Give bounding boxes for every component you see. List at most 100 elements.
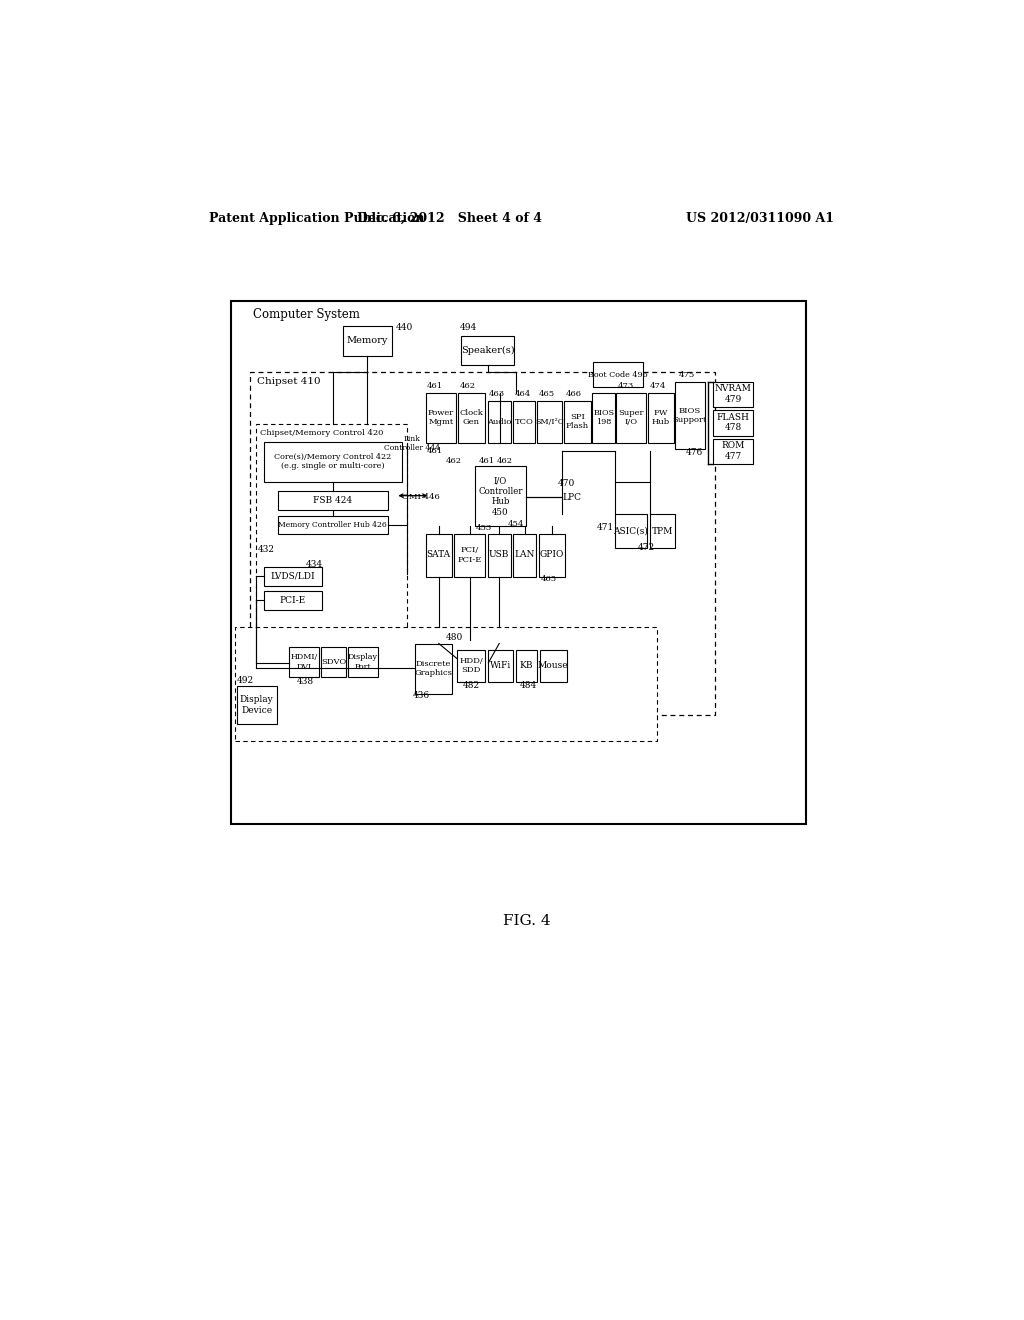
Text: 461: 461 xyxy=(478,457,495,465)
Bar xyxy=(263,591,322,610)
Text: KB: KB xyxy=(519,661,534,671)
Text: 453: 453 xyxy=(475,524,492,532)
Text: Chipset 410: Chipset 410 xyxy=(257,378,321,387)
Bar xyxy=(713,381,754,407)
Bar xyxy=(256,424,407,701)
Bar xyxy=(675,381,705,449)
Text: Mouse: Mouse xyxy=(538,661,568,671)
Text: 465: 465 xyxy=(539,389,555,399)
Bar xyxy=(343,326,391,355)
Text: Dec. 6, 2012   Sheet 4 of 4: Dec. 6, 2012 Sheet 4 of 4 xyxy=(357,213,542,224)
Bar xyxy=(415,644,452,693)
Text: ASIC(s): ASIC(s) xyxy=(613,527,648,536)
Bar xyxy=(648,393,674,444)
Text: PCI-E: PCI-E xyxy=(280,595,305,605)
Text: I/O
Controller
Hub
450: I/O Controller Hub 450 xyxy=(478,477,522,516)
Text: TPM: TPM xyxy=(652,527,674,536)
Bar xyxy=(455,535,485,577)
Text: 476: 476 xyxy=(686,447,703,457)
Text: NVRAM
479: NVRAM 479 xyxy=(715,384,752,404)
Bar xyxy=(426,393,456,444)
Bar xyxy=(614,513,647,548)
Text: Discrete
Graphics: Discrete Graphics xyxy=(415,660,453,677)
Text: Memory Controller Hub 426: Memory Controller Hub 426 xyxy=(279,521,387,529)
Text: USB: USB xyxy=(489,550,509,560)
Text: 461: 461 xyxy=(426,447,442,455)
Text: GPIO: GPIO xyxy=(540,550,564,560)
Text: SATA: SATA xyxy=(427,550,451,560)
Text: 494: 494 xyxy=(460,323,477,333)
Text: OMI 446: OMI 446 xyxy=(402,494,440,502)
Bar xyxy=(564,401,591,444)
Text: 462: 462 xyxy=(460,383,476,391)
Bar xyxy=(513,401,535,444)
Text: Display
Port: Display Port xyxy=(348,653,378,671)
Bar xyxy=(461,335,514,364)
Bar xyxy=(540,649,566,682)
Text: 466: 466 xyxy=(566,389,582,399)
Text: ROM
477: ROM 477 xyxy=(722,441,745,461)
Text: LPC: LPC xyxy=(562,492,581,502)
Bar xyxy=(251,372,716,715)
Bar xyxy=(713,411,754,436)
Text: Link
Controller 444: Link Controller 444 xyxy=(384,434,440,451)
Text: 432: 432 xyxy=(258,545,275,554)
Text: WiFi: WiFi xyxy=(490,661,511,671)
Text: FW
Hub: FW Hub xyxy=(651,409,670,426)
Text: SPI
Flash: SPI Flash xyxy=(566,413,589,430)
Bar xyxy=(475,466,525,527)
Bar xyxy=(488,649,513,682)
Text: 492: 492 xyxy=(237,676,254,685)
Text: Patent Application Publication: Patent Application Publication xyxy=(209,213,425,224)
Text: 462: 462 xyxy=(445,457,462,465)
Bar xyxy=(289,647,318,677)
Text: 472: 472 xyxy=(638,543,655,552)
Text: Power
Mgmt: Power Mgmt xyxy=(428,409,455,426)
Text: 434: 434 xyxy=(306,561,324,569)
Text: Memory: Memory xyxy=(347,337,388,346)
Text: Display
Device: Display Device xyxy=(240,696,273,715)
Text: Boot Code 496: Boot Code 496 xyxy=(588,371,647,379)
Bar xyxy=(515,649,538,682)
Text: Speaker(s): Speaker(s) xyxy=(461,346,514,355)
Bar xyxy=(426,535,452,577)
Text: 475: 475 xyxy=(678,371,694,379)
Bar xyxy=(237,686,276,725)
Text: BIOS
Support: BIOS Support xyxy=(673,407,707,424)
Bar xyxy=(593,363,643,387)
Bar xyxy=(234,627,657,741)
Text: Chipset/Memory Control 420: Chipset/Memory Control 420 xyxy=(260,429,383,437)
Text: BIOS
198: BIOS 198 xyxy=(593,409,614,426)
Text: 471: 471 xyxy=(597,524,614,532)
Text: SM/I²C: SM/I²C xyxy=(536,417,564,426)
Text: FLASH
478: FLASH 478 xyxy=(717,413,750,432)
Text: Computer System: Computer System xyxy=(253,308,359,321)
Bar xyxy=(539,535,565,577)
Bar xyxy=(650,513,675,548)
Text: 461: 461 xyxy=(427,383,443,391)
Bar xyxy=(616,393,646,444)
Text: 436: 436 xyxy=(414,692,430,701)
Bar xyxy=(278,516,388,535)
Bar xyxy=(348,647,378,677)
Text: TCO: TCO xyxy=(515,417,534,426)
Text: LAN: LAN xyxy=(515,550,535,560)
Text: PCI/
PCI-E: PCI/ PCI-E xyxy=(458,546,482,564)
Bar xyxy=(263,442,401,482)
Text: 484: 484 xyxy=(519,681,537,690)
Bar xyxy=(458,649,485,682)
Bar xyxy=(487,535,511,577)
Text: 482: 482 xyxy=(463,681,480,689)
Text: US 2012/0311090 A1: US 2012/0311090 A1 xyxy=(686,213,834,224)
Text: 454: 454 xyxy=(508,520,524,528)
Text: FSB 424: FSB 424 xyxy=(313,496,352,504)
Text: Super
I/O: Super I/O xyxy=(618,409,644,426)
Text: 462: 462 xyxy=(497,457,513,465)
Text: Core(s)/Memory Control 422
(e.g. single or multi-core): Core(s)/Memory Control 422 (e.g. single … xyxy=(274,453,391,470)
Text: 474: 474 xyxy=(649,383,666,391)
Bar xyxy=(458,393,485,444)
Text: 480: 480 xyxy=(445,632,463,642)
Bar xyxy=(487,401,511,444)
Text: 440: 440 xyxy=(395,323,413,333)
Bar xyxy=(513,535,537,577)
